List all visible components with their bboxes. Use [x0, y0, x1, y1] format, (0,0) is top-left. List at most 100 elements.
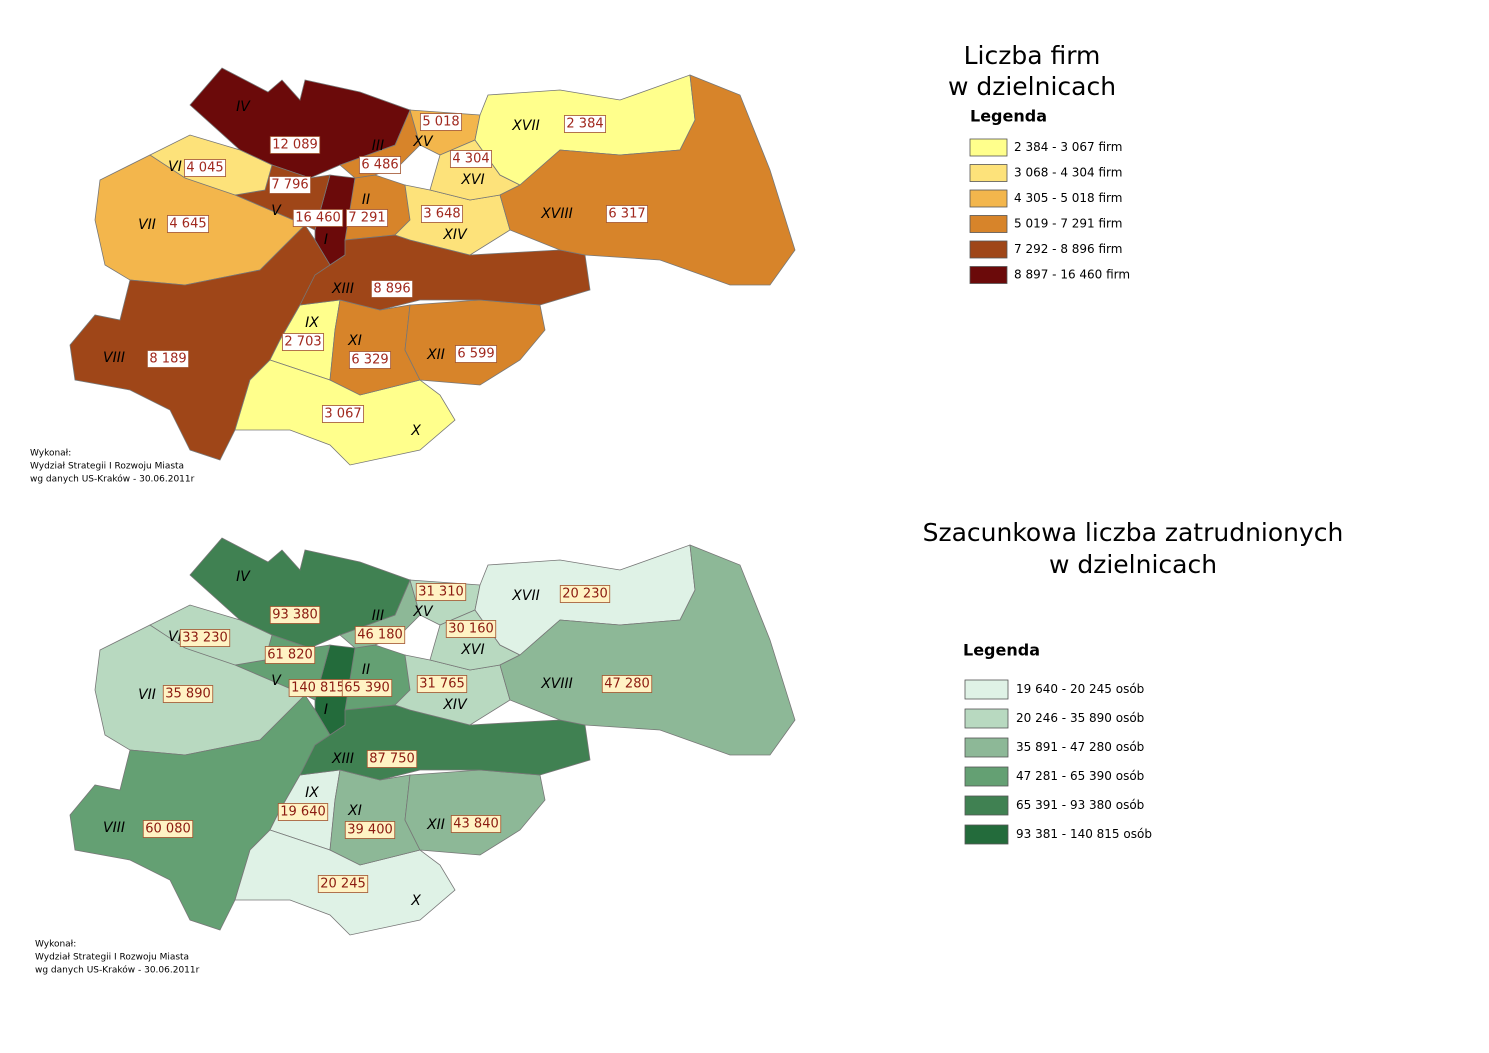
- value-label: 93 380: [269, 606, 321, 624]
- value-text: 4 645: [169, 217, 206, 232]
- value-box: [269, 136, 321, 154]
- district-number: XV: [412, 134, 434, 150]
- value-label: 87 750: [366, 750, 418, 768]
- value-label: 19 640: [277, 803, 329, 821]
- value-label: 3 067: [321, 405, 365, 423]
- value-box: [264, 646, 316, 664]
- district-number: IV: [236, 99, 251, 115]
- value-box: [370, 280, 414, 298]
- district-number: VII: [138, 217, 156, 233]
- value-label: 65 390: [341, 679, 393, 697]
- value-box: [345, 209, 389, 227]
- value-box: [281, 333, 325, 351]
- value-label: 6 599: [454, 345, 498, 363]
- value-box: [344, 821, 396, 839]
- legend-title: Legenda: [970, 107, 1047, 126]
- value-box: [420, 205, 464, 223]
- value-label: 8 896: [370, 280, 414, 298]
- value-box: [354, 626, 406, 644]
- credit: Wydział Strategii I Rozwoju Miasta: [30, 462, 184, 472]
- value-label: 61 820: [264, 646, 316, 664]
- value-label: 20 230: [559, 585, 611, 603]
- value-label: 4 645: [166, 215, 210, 233]
- value-box: [348, 351, 392, 369]
- district-number: I: [324, 232, 328, 248]
- district-number: V: [271, 203, 282, 219]
- value-text: 2 384: [566, 117, 603, 132]
- value-text: 7 796: [271, 178, 308, 193]
- credit: wg danych US-Kraków - 30.06.2011r: [35, 965, 200, 976]
- legend-swatch: [964, 708, 1009, 729]
- value-label: 39 400: [344, 821, 396, 839]
- value-text: 87 750: [369, 752, 415, 767]
- district-number: XIV: [442, 227, 468, 243]
- district-number: IX: [305, 785, 319, 801]
- value-label: 43 840: [450, 815, 502, 833]
- district-number: XI: [347, 333, 362, 349]
- legend-label: 19 640 - 20 245 osób: [1016, 682, 1144, 696]
- value-text: 19 640: [280, 805, 326, 820]
- value-text: 31 765: [419, 677, 465, 692]
- district-number: XII: [426, 817, 445, 833]
- district-number: VI: [168, 629, 182, 645]
- value-label: 140 815: [288, 679, 348, 697]
- legend-label: 5 019 - 7 291 firm: [1014, 217, 1122, 231]
- value-text: 6 329: [351, 353, 388, 368]
- district-number: XV: [412, 604, 434, 620]
- value-box: [454, 345, 498, 363]
- value-text: 16 460: [295, 211, 341, 226]
- legend-label: 7 292 - 8 896 firm: [1014, 242, 1122, 256]
- legend-title: Legenda: [963, 641, 1040, 660]
- value-label: 16 460: [292, 209, 344, 227]
- legend-swatch: [969, 189, 1008, 208]
- value-box: [277, 803, 329, 821]
- district-number: XIII: [331, 281, 354, 297]
- value-text: 3 648: [423, 207, 460, 222]
- district-number: IV: [236, 569, 251, 585]
- value-box: [415, 583, 467, 601]
- value-text: 12 089: [272, 138, 318, 153]
- value-text: 31 310: [418, 585, 464, 600]
- value-text: 5 018: [422, 115, 459, 130]
- legend-swatch: [969, 215, 1008, 233]
- district-number: XVII: [511, 588, 539, 604]
- value-box: [321, 405, 365, 423]
- value-label: 47 280: [601, 675, 653, 693]
- district-number: XIV: [442, 697, 468, 713]
- value-label: 2 384: [563, 115, 607, 133]
- value-box: [162, 685, 214, 703]
- value-label: 6 486: [358, 156, 402, 174]
- value-label: 8 189: [146, 350, 190, 368]
- value-text: 43 840: [453, 817, 499, 832]
- legend-swatch: [964, 795, 1009, 816]
- value-box: [183, 159, 227, 177]
- value-text: 6 486: [361, 158, 398, 173]
- value-text: 47 280: [604, 677, 650, 692]
- value-label: 7 291: [345, 209, 389, 227]
- value-text: 6 599: [457, 347, 494, 362]
- value-box: [146, 350, 190, 368]
- legend-label: 93 381 - 140 815 osób: [1016, 827, 1152, 841]
- district-number: XIII: [331, 751, 354, 767]
- value-box: [563, 115, 607, 133]
- value-label: 4 304: [449, 150, 493, 168]
- value-text: 46 180: [357, 628, 403, 643]
- legend-swatch: [964, 737, 1009, 758]
- value-label: 6 329: [348, 351, 392, 369]
- value-text: 8 189: [149, 352, 186, 367]
- value-text: 20 230: [562, 587, 608, 602]
- legend-label: 4 305 - 5 018 firm: [1014, 191, 1122, 205]
- map: I 16 460 II 7 291 III 6 486 IV 12 089 V 7 796 VI 4 …: [69, 67, 796, 466]
- value-box: [449, 150, 493, 168]
- value-box: [166, 215, 210, 233]
- district-number: IX: [305, 315, 319, 331]
- value-box: [419, 113, 463, 131]
- district-number: V: [271, 673, 282, 689]
- value-text: 4 304: [452, 152, 489, 167]
- legend-label: 2 384 - 3 067 firm: [1014, 140, 1122, 154]
- map: I 140 815 II 65 390 III 46 180 IV 93 380 V 61 820…: [69, 537, 796, 936]
- credit: Wydział Strategii I Rozwoju Miasta: [35, 953, 189, 963]
- value-text: 39 400: [347, 823, 393, 838]
- district-number: I: [324, 702, 328, 718]
- value-text: 7 291: [348, 211, 385, 226]
